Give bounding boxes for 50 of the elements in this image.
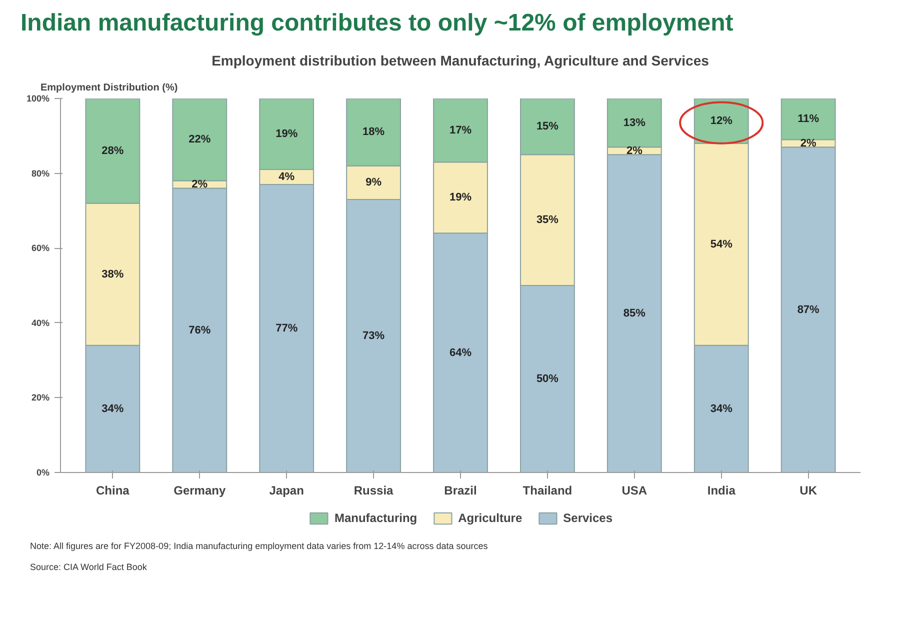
y-tick-label: 60% — [31, 243, 50, 254]
legend-label: Manufacturing — [334, 511, 418, 525]
y-axis-title: Employment Distribution (%) — [40, 82, 178, 94]
text: Note: All figures are for FY2008-09; India manufacturing employment data varies from 12-14% across data sources — [30, 541, 488, 552]
data-label: 2% — [192, 178, 208, 191]
data-label: 87% — [797, 304, 820, 316]
y-tick-label: 100% — [26, 94, 50, 104]
x-tick-label: Thailand — [522, 484, 572, 498]
x-tick-label: Brazil — [444, 484, 477, 498]
data-label: 11% — [798, 113, 820, 126]
data-label: 22% — [188, 134, 211, 146]
data-label: 15% — [536, 120, 559, 133]
data-label: 34% — [102, 402, 124, 415]
x-tick-label: India — [707, 484, 736, 498]
data-label: 38% — [102, 268, 124, 280]
data-label: 4% — [278, 171, 295, 184]
x-tick-label: Japan — [269, 484, 304, 498]
chart-subtitle: Employment distribution between Manufacturing, Agriculture and Services — [212, 52, 710, 68]
data-label: 34% — [710, 402, 733, 415]
y-tick-label: 0% — [36, 468, 50, 478]
data-label: 85% — [623, 308, 646, 320]
data-label: 18% — [362, 126, 385, 138]
data-label: 35% — [536, 214, 559, 226]
data-label: 12% — [710, 114, 733, 127]
data-label: 9% — [366, 176, 382, 189]
legend-label: Agriculture — [458, 511, 522, 525]
x-tick-label: China — [96, 484, 130, 498]
data-label: 50% — [536, 373, 559, 385]
data-label: 19% — [276, 128, 298, 140]
y-tick-label: 20% — [31, 392, 50, 403]
y-tick-label: 40% — [31, 318, 50, 328]
x-tick-label: UK — [800, 484, 818, 498]
y-tick-label: 80% — [31, 168, 50, 178]
data-label: 73% — [362, 330, 385, 342]
data-label: 77% — [276, 322, 298, 335]
data-label: 76% — [188, 324, 211, 336]
legend-label: Services — [563, 511, 613, 525]
x-tick-label: Russia — [354, 484, 394, 498]
data-label: 2% — [800, 137, 816, 150]
data-label: 19% — [449, 192, 472, 204]
data-label: 17% — [449, 124, 472, 136]
x-tick-label: Germany — [174, 484, 226, 498]
data-label: 64% — [449, 346, 472, 359]
source-note: Source: CIA World Fact Book — [30, 562, 147, 573]
chart-title: Indian manufacturing contributes to only ~12% of employment — [20, 10, 734, 36]
data-label: 28% — [102, 144, 124, 157]
x-tick-label: USA — [622, 484, 648, 498]
data-label: 13% — [623, 116, 646, 129]
data-label: 54% — [710, 238, 733, 250]
data-label: 2% — [626, 144, 643, 157]
